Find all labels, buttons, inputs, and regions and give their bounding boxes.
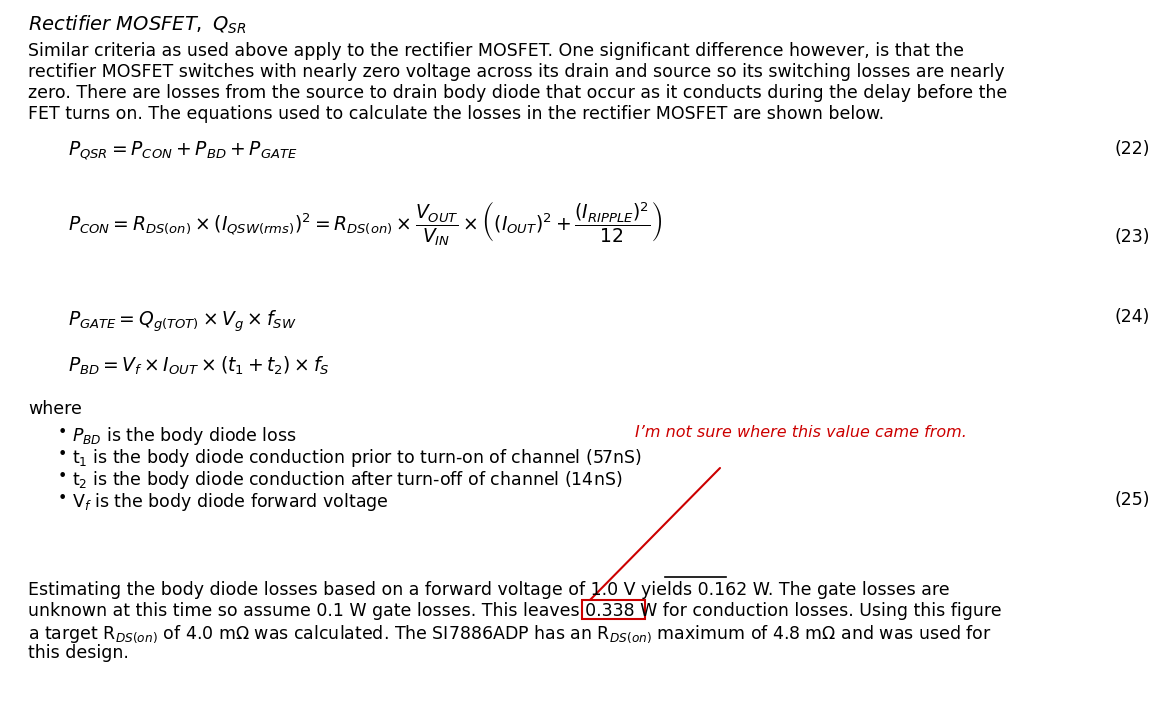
- Text: rectifier MOSFET switches with nearly zero voltage across its drain and source s: rectifier MOSFET switches with nearly ze…: [28, 63, 1004, 81]
- Bar: [582, 600, 644, 619]
- Text: t$_2$ is the body diode conduction after turn-off of channel (14nS): t$_2$ is the body diode conduction after…: [72, 469, 622, 491]
- Text: I’m not sure where this value came from.: I’m not sure where this value came from.: [635, 425, 967, 440]
- Text: Similar criteria as used above apply to the rectifier MOSFET. One significant di: Similar criteria as used above apply to …: [28, 42, 964, 60]
- Text: $\bf{\it{Rectifier\ MOSFET,\ Q_{SR}}}$: $\bf{\it{Rectifier\ MOSFET,\ Q_{SR}}}$: [28, 14, 247, 36]
- Text: FET turns on. The equations used to calculate the losses in the rectifier MOSFET: FET turns on. The equations used to calc…: [28, 105, 884, 123]
- Text: •: •: [58, 469, 67, 484]
- Text: •: •: [58, 491, 67, 506]
- Text: •: •: [58, 447, 67, 462]
- Text: $P_{BD} = V_f\times I_{OUT}\times\left(t_1+t_2\right)\times f_S$: $P_{BD} = V_f\times I_{OUT}\times\left(t…: [68, 355, 329, 377]
- Text: •: •: [58, 425, 67, 440]
- Text: V$_f$ is the body diode forward voltage: V$_f$ is the body diode forward voltage: [72, 491, 388, 513]
- Text: this design.: this design.: [28, 644, 129, 662]
- Text: a target R$_{DS(on)}$ of 4.0 m$\Omega$ was calculated. The SI7886ADP has an R$_{: a target R$_{DS(on)}$ of 4.0 m$\Omega$ w…: [28, 623, 991, 644]
- Text: (24): (24): [1115, 308, 1150, 326]
- Text: (25): (25): [1115, 491, 1150, 509]
- Text: unknown at this time so assume 0.1 W gate losses. This leaves 0.338 W for conduc: unknown at this time so assume 0.1 W gat…: [28, 602, 1002, 620]
- Text: zero. There are losses from the source to drain body diode that occur as it cond: zero. There are losses from the source t…: [28, 84, 1008, 102]
- Text: $P_{CON} = R_{DS(on)}\times\left(I_{QSW(rms)}\right)^2 = R_{DS(on)}\times\dfrac{: $P_{CON} = R_{DS(on)}\times\left(I_{QSW(…: [68, 200, 662, 248]
- Text: $P_{GATE} = Q_{g(TOT)}\times V_g\times f_{SW}$: $P_{GATE} = Q_{g(TOT)}\times V_g\times f…: [68, 308, 296, 333]
- Text: $P_{QSR} = P_{CON} + P_{BD} + P_{GATE}$: $P_{QSR} = P_{CON} + P_{BD} + P_{GATE}$: [68, 140, 298, 162]
- Text: (23): (23): [1115, 228, 1150, 246]
- Text: (22): (22): [1115, 140, 1150, 158]
- Text: where: where: [28, 400, 82, 418]
- Text: t$_1$ is the body diode conduction prior to turn-on of channel (57nS): t$_1$ is the body diode conduction prior…: [72, 447, 642, 469]
- Text: Estimating the body diode losses based on a forward voltage of 1.0 V yields 0.16: Estimating the body diode losses based o…: [28, 581, 950, 599]
- Text: $P_{BD}$ is the body diode loss: $P_{BD}$ is the body diode loss: [72, 425, 296, 447]
